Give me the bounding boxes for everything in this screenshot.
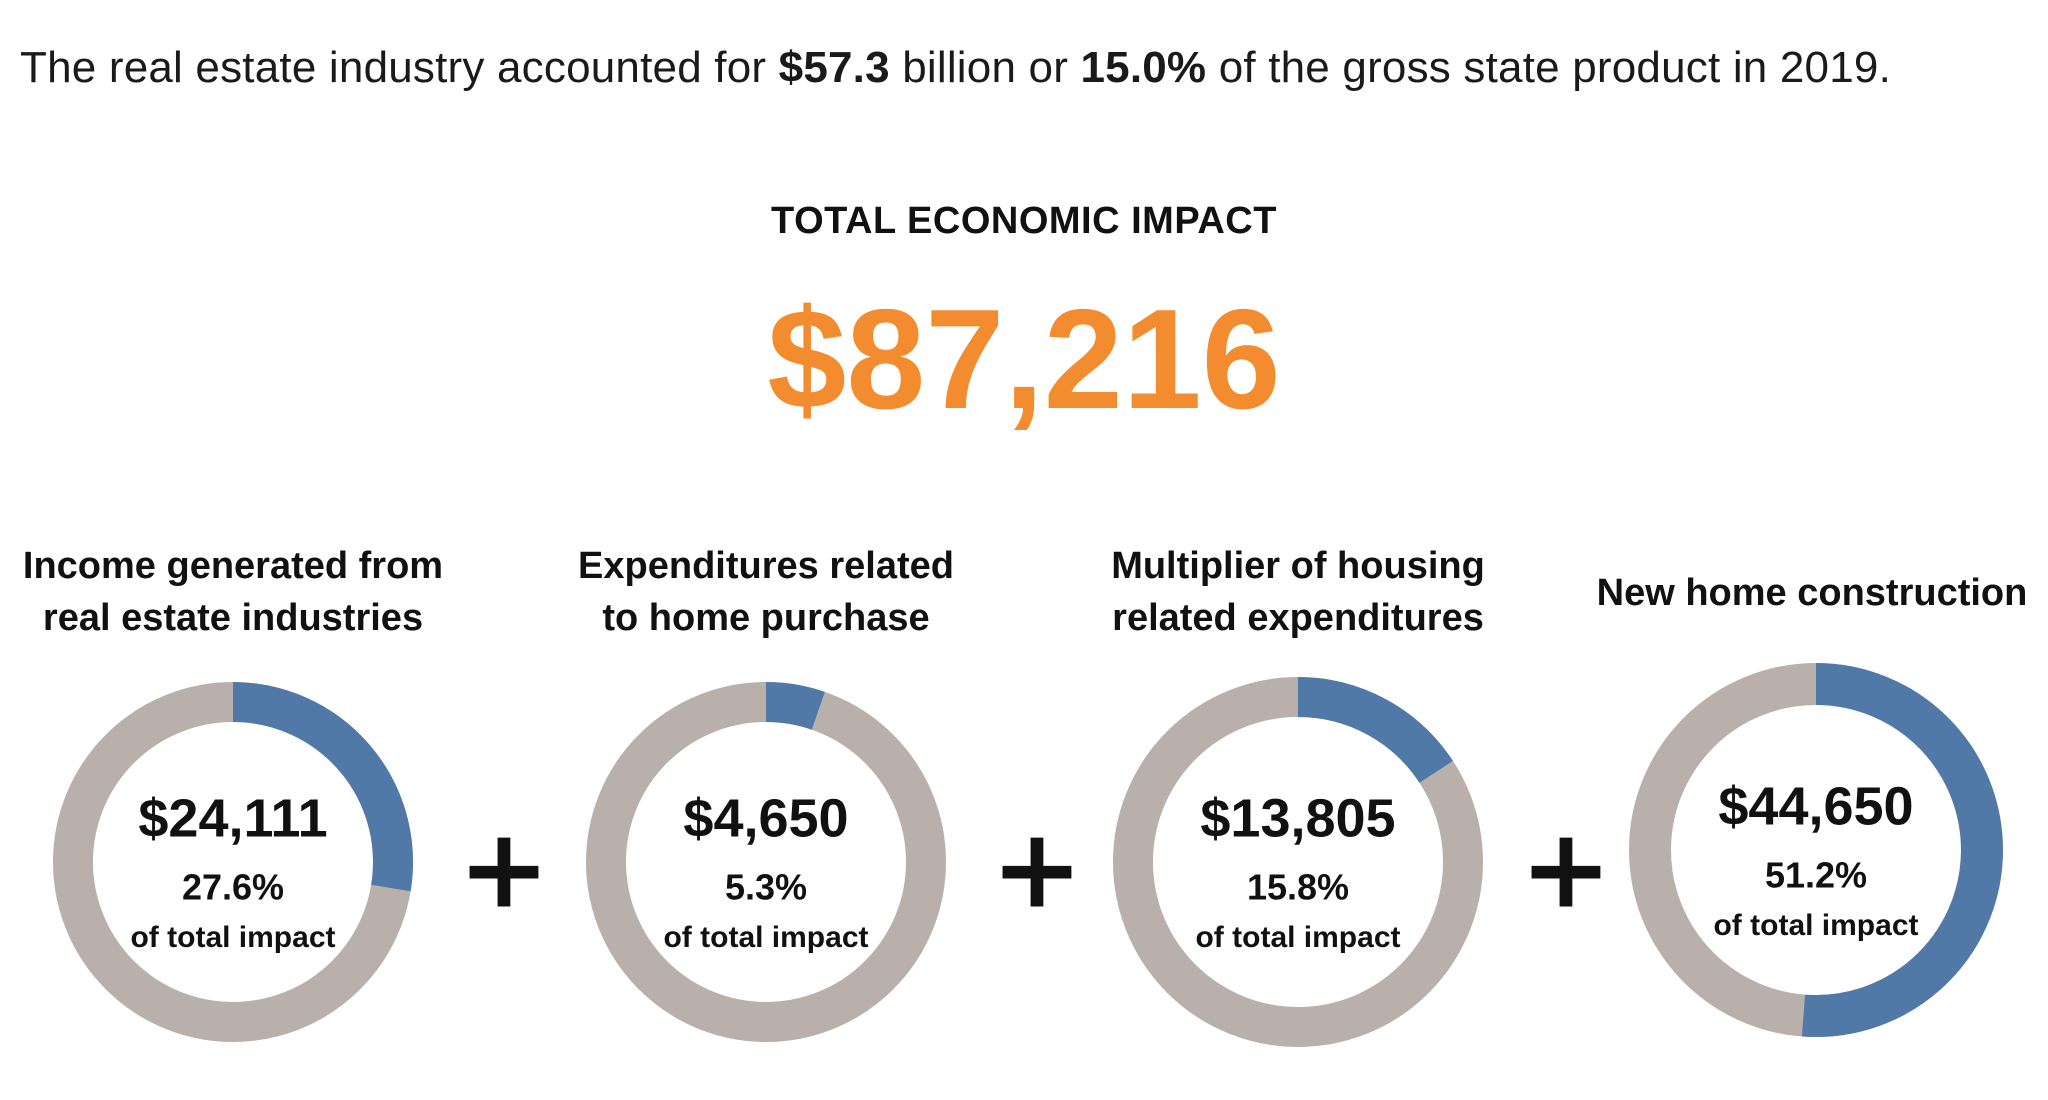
panel-title-line: New home construction bbox=[1596, 572, 2028, 614]
donut-caption: of total impact bbox=[1195, 921, 1400, 954]
panel-title-2: Expenditures related to home purchase bbox=[544, 540, 988, 644]
intro-text-2: billion or bbox=[889, 43, 1081, 92]
donut-value-label: $4,650 bbox=[683, 788, 848, 848]
donut-4: $44,650 51.2% of total impact bbox=[1629, 663, 2003, 1037]
intro-amount: $57.3 bbox=[778, 43, 890, 92]
plus-operator-3: + bbox=[1520, 804, 1612, 932]
panel-title-line: related expenditures bbox=[1112, 597, 1484, 639]
panel-title-1: Income generated from real estate industr… bbox=[11, 540, 455, 644]
donut-share-arc bbox=[1297, 677, 1453, 784]
intro-text-3: of the gross state product in 2019. bbox=[1206, 43, 1891, 92]
donut-value-label: $44,650 bbox=[1718, 776, 1913, 836]
donut-percent-label: 27.6% bbox=[182, 867, 284, 908]
donut-caption: of total impact bbox=[1713, 909, 1918, 942]
panel-title-line: to home purchase bbox=[602, 597, 930, 639]
panel-title-4: New home construction bbox=[1577, 567, 2047, 619]
donut-1: $24,111 27.6% of total impact bbox=[53, 682, 413, 1042]
intro-percent: 15.0% bbox=[1080, 43, 1207, 92]
donut-percent-label: 5.3% bbox=[725, 867, 807, 908]
donut-percent-label: 51.2% bbox=[1765, 855, 1867, 896]
donut-track bbox=[586, 682, 946, 1042]
donut-share-arc bbox=[232, 682, 413, 892]
donut-2: $4,650 5.3% of total impact bbox=[586, 682, 946, 1042]
donut-percent-label: 15.8% bbox=[1247, 867, 1349, 908]
donut-share-arc bbox=[765, 682, 825, 730]
donut-value-label: $24,111 bbox=[138, 788, 327, 848]
donut-3: $13,805 15.8% of total impact bbox=[1113, 677, 1483, 1047]
intro-text-1: The real estate industry accounted for bbox=[20, 43, 779, 92]
total-impact-label: TOTAL ECONOMIC IMPACT bbox=[771, 200, 1277, 242]
donut-value-label: $13,805 bbox=[1200, 788, 1395, 848]
panel-title-line: Multiplier of housing bbox=[1111, 545, 1485, 587]
donut-caption: of total impact bbox=[130, 921, 335, 954]
total-impact-value: $87,216 bbox=[767, 280, 1281, 439]
donut-share-arc bbox=[1801, 663, 2003, 1037]
plus-operator-2: + bbox=[991, 804, 1083, 932]
panel-title-line: Income generated from bbox=[22, 545, 444, 587]
plus-operator-1: + bbox=[458, 804, 550, 932]
panel-title-line: real estate industries bbox=[42, 597, 424, 639]
intro-sentence: The real estate industry accounted for $… bbox=[20, 38, 2030, 98]
panel-title-3: Multiplier of housing related expenditure… bbox=[1076, 540, 1520, 644]
donut-caption: of total impact bbox=[663, 921, 868, 954]
panel-title-line: Expenditures related bbox=[578, 545, 954, 587]
